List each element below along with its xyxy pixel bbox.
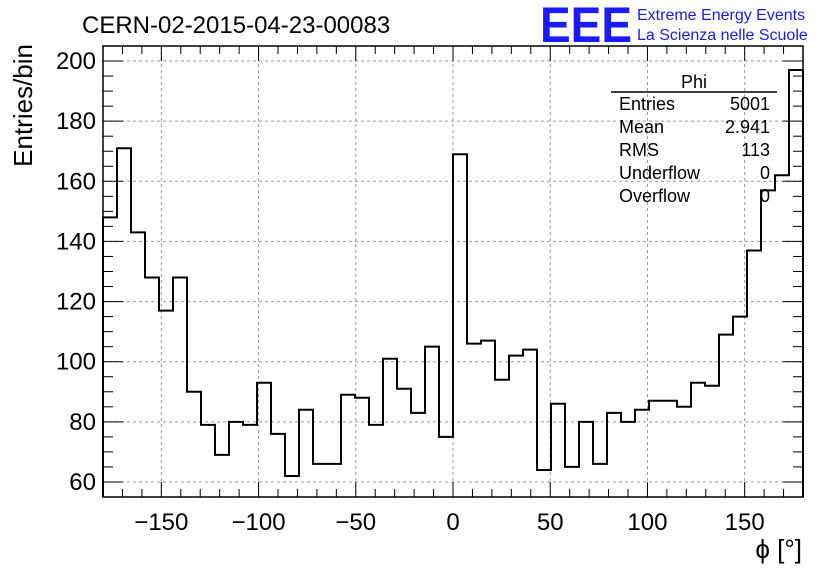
y-tick-label: 160 — [56, 168, 96, 195]
histogram-bin — [173, 278, 187, 497]
stats-value: 0 — [760, 163, 770, 183]
stats-value: 5001 — [730, 94, 770, 114]
histogram-bin — [411, 413, 425, 497]
x-tick-label: −100 — [232, 509, 286, 536]
histogram-bin — [355, 398, 369, 497]
histogram-bin — [635, 410, 649, 497]
logo-line-2: La Scienza nelle Scuole — [637, 27, 808, 44]
histogram-bin — [607, 413, 621, 497]
eee-logo-icon: EEE — [540, 0, 632, 53]
stats-value: 113 — [741, 140, 770, 160]
histogram-bin — [397, 389, 411, 497]
histogram-bin — [187, 392, 201, 497]
histogram-bin — [341, 395, 355, 497]
histogram-bin — [775, 175, 789, 497]
stats-title: Phi — [681, 72, 707, 92]
histogram-bin — [663, 401, 677, 497]
y-axis-label: Entries/bin — [8, 44, 38, 167]
y-tick-label: 120 — [56, 289, 96, 316]
x-tick-label: −50 — [335, 509, 376, 536]
histogram-bin — [579, 422, 593, 497]
y-tick-label: 200 — [56, 48, 96, 75]
histogram-bin — [369, 425, 383, 497]
histogram-bin — [425, 347, 439, 497]
stats-label: Underflow — [619, 163, 701, 183]
histogram-bin — [299, 410, 313, 497]
histogram-bin — [103, 217, 117, 497]
histogram-bin — [117, 148, 131, 497]
chart-title: CERN-02-2015-04-23-00083 — [82, 12, 390, 39]
histogram-bin — [677, 407, 691, 497]
histogram-bin — [621, 422, 635, 497]
y-tick-label: 100 — [56, 349, 96, 376]
histogram-bin — [719, 335, 733, 497]
stats-value: 2.941 — [725, 117, 770, 137]
histogram-bin — [509, 356, 523, 497]
histogram-bin — [761, 190, 775, 497]
stats-value: 0 — [760, 186, 770, 206]
histogram-bin — [649, 401, 663, 497]
x-tick-label: −150 — [134, 509, 188, 536]
histogram-bin — [733, 317, 747, 497]
stats-box: Phi Entries 5001 Mean 2.941 RMS 113 Underflow 0… — [611, 72, 777, 206]
x-tick-label: 100 — [627, 509, 667, 536]
y-tick-label: 60 — [69, 469, 96, 496]
stats-label: Entries — [619, 94, 675, 114]
logo-line-1: Extreme Energy Events — [637, 7, 805, 24]
histogram-bin — [537, 470, 551, 497]
histogram-bin — [131, 232, 145, 497]
x-tick-label: 150 — [725, 509, 765, 536]
histogram-bin — [145, 278, 159, 497]
histogram-bin — [551, 404, 565, 497]
histogram-bin — [705, 386, 719, 497]
histogram-bin — [789, 70, 803, 497]
y-tick-label: 140 — [56, 228, 96, 255]
histogram-bin — [495, 380, 509, 497]
stats-label: Mean — [619, 117, 664, 137]
histogram-bin — [313, 464, 327, 497]
histogram-bin — [565, 467, 579, 497]
histogram-bars — [102, 69, 804, 497]
histogram-bin — [201, 425, 215, 497]
histogram-bin — [439, 437, 453, 497]
histogram-bin — [285, 476, 299, 497]
histogram-outline — [102, 69, 804, 497]
histogram-bin — [229, 422, 243, 497]
x-tick-label: 0 — [446, 509, 459, 536]
x-tick-label: 50 — [537, 509, 564, 536]
histogram-bin — [467, 344, 481, 497]
x-tick-labels: −150 −100 −50 0 50 100 150 — [134, 509, 764, 536]
stats-label: Overflow — [619, 186, 691, 206]
histogram-bin — [481, 341, 495, 497]
axis-ticks — [102, 45, 804, 498]
y-tick-labels: 60 80 100 120 140 160 180 200 — [56, 48, 96, 496]
x-axis-label: ϕ [°] — [755, 534, 802, 564]
histogram-bin — [243, 425, 257, 497]
y-tick-label: 80 — [69, 409, 96, 436]
histogram-bin — [257, 383, 271, 497]
stats-label: RMS — [619, 140, 659, 160]
histogram-bin — [747, 250, 761, 497]
histogram-bin — [523, 350, 537, 497]
histogram-bin — [215, 455, 229, 497]
y-tick-label: 180 — [56, 108, 96, 135]
histogram-bin — [691, 383, 705, 497]
histogram-bin — [271, 434, 285, 497]
histogram-bin — [159, 311, 173, 497]
histogram-bin — [383, 359, 397, 497]
histogram-bin — [453, 154, 467, 497]
histogram-bin — [327, 464, 341, 497]
histogram-bin — [593, 464, 607, 497]
